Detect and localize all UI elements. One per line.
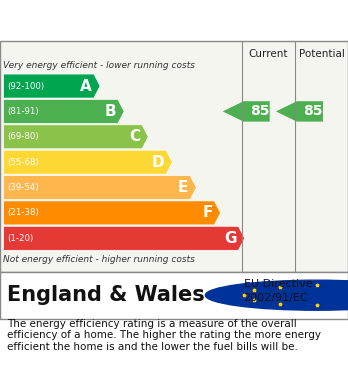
Polygon shape xyxy=(3,226,245,250)
Polygon shape xyxy=(276,101,323,122)
Text: (69-80): (69-80) xyxy=(8,132,39,141)
Text: (1-20): (1-20) xyxy=(8,234,34,243)
Text: (39-54): (39-54) xyxy=(8,183,39,192)
Text: Very energy efficient - lower running costs: Very energy efficient - lower running co… xyxy=(3,61,196,70)
Text: EU Directive
2002/91/EC: EU Directive 2002/91/EC xyxy=(244,278,312,303)
Polygon shape xyxy=(3,74,100,98)
Polygon shape xyxy=(3,201,221,225)
Text: G: G xyxy=(224,231,237,246)
Text: 85: 85 xyxy=(250,104,270,118)
Text: (55-68): (55-68) xyxy=(8,158,39,167)
Text: Not energy efficient - higher running costs: Not energy efficient - higher running co… xyxy=(3,255,195,264)
Polygon shape xyxy=(3,99,124,124)
Text: (21-38): (21-38) xyxy=(8,208,39,217)
Text: A: A xyxy=(80,79,92,93)
Polygon shape xyxy=(3,176,197,199)
Text: England & Wales: England & Wales xyxy=(7,285,205,305)
Text: (92-100): (92-100) xyxy=(8,82,45,91)
Polygon shape xyxy=(223,101,270,122)
Text: Potential: Potential xyxy=(299,49,345,59)
Polygon shape xyxy=(3,150,172,174)
Text: D: D xyxy=(152,155,164,170)
Text: E: E xyxy=(178,180,189,195)
Text: F: F xyxy=(202,205,213,221)
Text: B: B xyxy=(104,104,116,119)
Text: Current: Current xyxy=(249,49,288,59)
Text: (81-91): (81-91) xyxy=(8,107,39,116)
Circle shape xyxy=(205,280,348,310)
Polygon shape xyxy=(3,125,148,149)
Text: The energy efficiency rating is a measure of the overall efficiency of a home. T: The energy efficiency rating is a measur… xyxy=(7,319,321,352)
Text: Energy Efficiency Rating: Energy Efficiency Rating xyxy=(50,11,298,30)
Text: 85: 85 xyxy=(303,104,323,118)
Text: C: C xyxy=(129,129,140,144)
